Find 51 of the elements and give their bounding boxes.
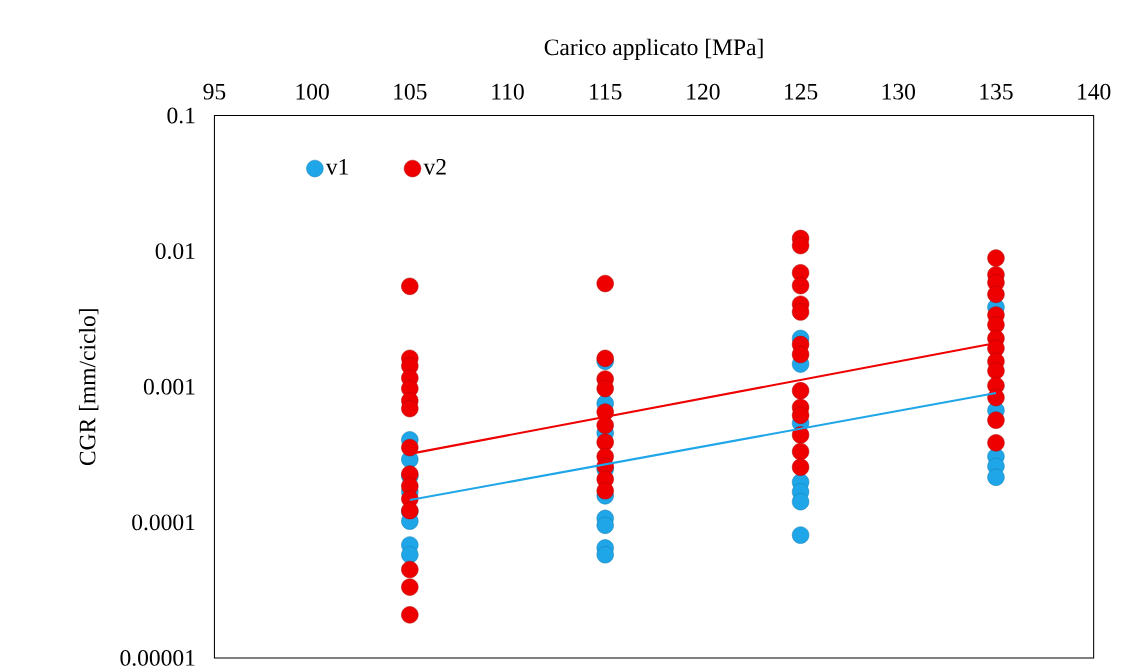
point [401,277,419,296]
x-tick-label: 110 [492,83,524,100]
legend-label: v2 [423,159,446,175]
point [791,458,810,477]
point [791,237,810,255]
x-tick-label: 130 [882,83,915,100]
y-tick-label: 0.0001 [132,514,195,531]
point [987,285,1005,304]
point [791,493,810,511]
x-tick-label: 140 [1078,83,1111,100]
point [401,546,419,564]
point [596,275,614,293]
point [401,606,419,624]
point [791,443,810,461]
point [401,578,419,596]
x-tick-label: 125 [785,84,818,100]
y-tick-label: 0.001 [143,378,195,395]
point [791,382,810,400]
x-tick-label: 115 [590,84,622,100]
legend-label: v1 [325,159,348,175]
y-tick-label: 0.00001 [120,650,195,667]
point [987,389,1005,407]
x-tick-label: 100 [296,83,329,100]
point [401,439,419,457]
point [987,362,1005,380]
point [596,546,614,564]
point [791,406,810,425]
point [791,526,810,544]
point [596,433,614,451]
point [596,516,614,535]
point [401,400,419,418]
point [987,434,1005,452]
point [987,411,1005,429]
point [791,346,810,364]
point [987,249,1005,267]
point [596,416,614,435]
y-tick-label: 0.1 [167,107,195,124]
x-tick-label: 105 [394,83,427,100]
x-tick-label: 120 [687,83,720,100]
point [401,561,419,579]
point [791,426,810,444]
point [791,303,810,321]
point [987,468,1005,487]
y-axis-title: CGR [mm/ciclo] [78,309,99,466]
point [596,380,614,398]
x-axis-title: Carico applicato [MPa] [544,38,763,61]
y-tick-label: 0.01 [155,243,195,260]
x-tick-label: 135 [980,84,1013,100]
point [596,482,614,500]
point [791,277,810,295]
x-tick-label: 95 [203,84,226,100]
